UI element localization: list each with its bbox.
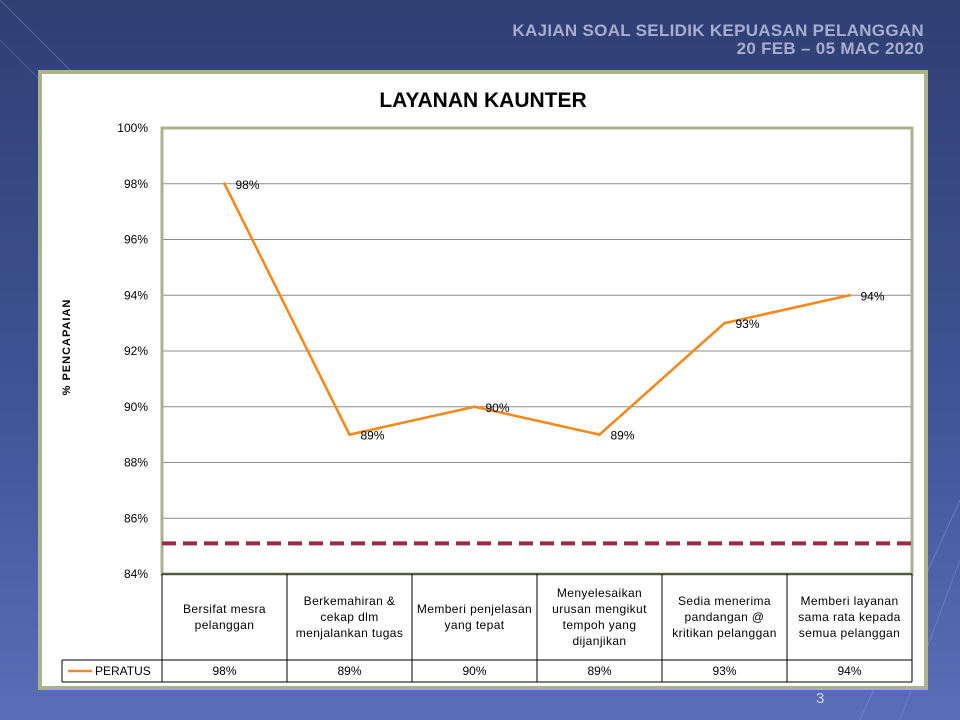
data-point: [723, 321, 726, 325]
table-value-cell: 89%: [337, 664, 361, 678]
data-point: [473, 405, 476, 409]
data-label: 89%: [361, 429, 385, 443]
header-line-1: KAJIAN SOAL SELIDIK KEPUASAN PELANGGAN: [512, 21, 924, 40]
y-tick-label: 90%: [124, 400, 148, 414]
data-point: [598, 433, 601, 437]
table-value-cell: 94%: [837, 664, 861, 678]
y-tick-label: 84%: [124, 567, 148, 581]
legend-label: PERATUS: [95, 664, 151, 678]
table-value-cell: 98%: [212, 664, 236, 678]
y-tick-label: 96%: [124, 233, 148, 247]
category-label: Bersifat mesra pelanggan: [183, 602, 266, 632]
data-label: 98%: [236, 178, 260, 192]
category-label: Memberi penjelasan yang tepat: [416, 602, 533, 632]
data-point: [848, 293, 851, 297]
category-label: Menyelesaikan urusan mengikut tempoh yan…: [552, 586, 647, 648]
page-number: 3: [816, 690, 825, 707]
table-value-cell: 93%: [712, 664, 736, 678]
data-label: 94%: [861, 289, 885, 303]
data-label: 93%: [736, 317, 760, 331]
series-line-peratus: [223, 183, 850, 436]
line-chart: LAYANAN KAUNTER 84% 86% 88% 90% 92% 94% 96% 98% 1…: [61, 89, 916, 683]
y-axis-label: % PENCAPAIAN: [61, 299, 73, 396]
category-label: Berkemahiran & cekap dlm menjalankan tug…: [295, 594, 404, 640]
y-tick-label: 88%: [124, 456, 148, 470]
y-tick-label: 100%: [117, 121, 148, 135]
slide-header: KAJIAN SOAL SELIDIK KEPUASAN PELANGGAN 2…: [512, 22, 924, 58]
data-label: 90%: [486, 401, 510, 415]
y-tick-label: 86%: [124, 511, 148, 525]
header-line-2: 20 FEB – 05 MAC 2020: [736, 39, 924, 58]
data-point: [348, 433, 351, 437]
y-tick-label: 92%: [124, 344, 148, 358]
category-label: Sedia menerima pandangan @ kritikan pela…: [672, 594, 777, 640]
category-label: Memberi layanan sama rata kepada semua p…: [798, 594, 901, 640]
table-value-cell: 89%: [587, 664, 611, 678]
data-point: [223, 182, 226, 186]
data-label: 89%: [611, 429, 635, 443]
y-tick-label: 98%: [124, 177, 148, 191]
chart-title: LAYANAN KAUNTER: [379, 89, 586, 112]
table-value-cell: 90%: [462, 664, 486, 678]
chart-panel: LAYANAN KAUNTER 84% 86% 88% 90% 92% 94% 96% 98% 1…: [38, 70, 928, 690]
y-tick-label: 94%: [124, 288, 148, 302]
